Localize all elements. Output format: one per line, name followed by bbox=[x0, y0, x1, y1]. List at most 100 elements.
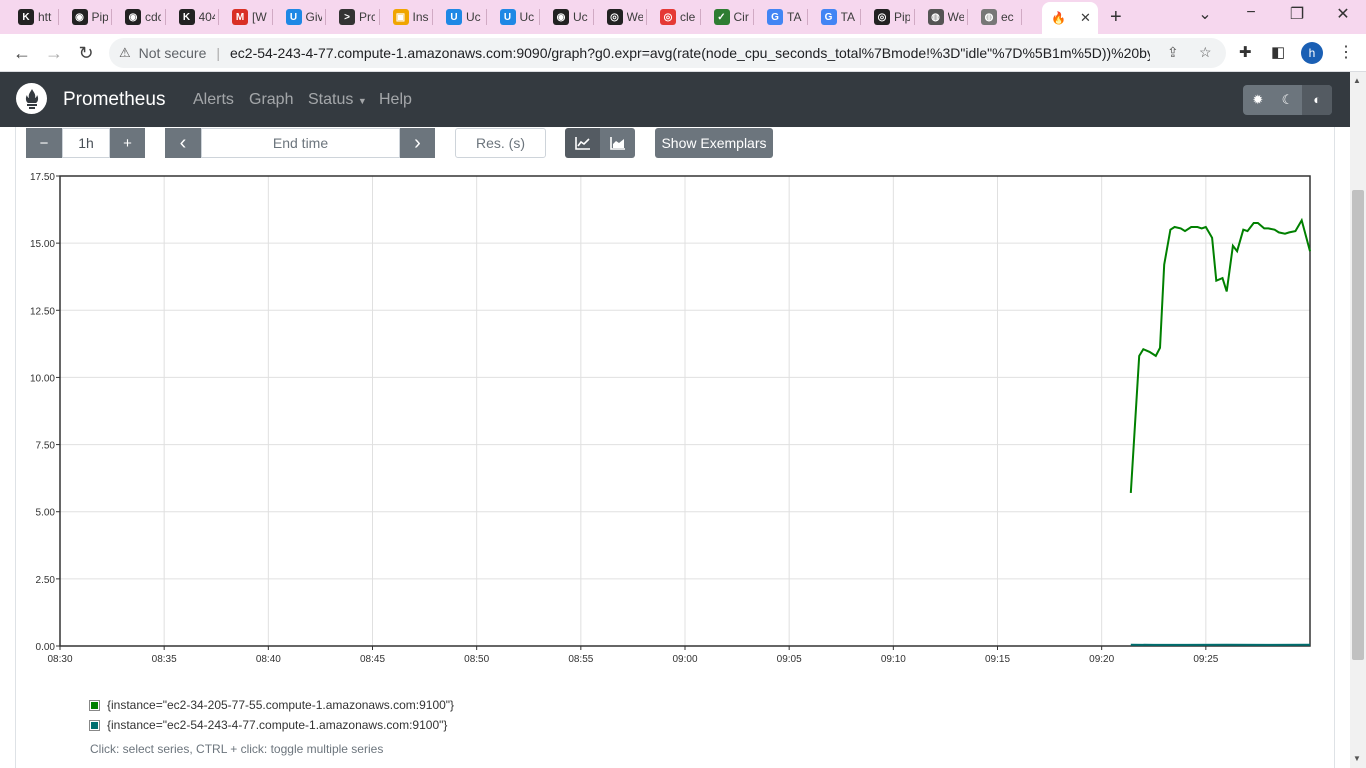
series-line-1 bbox=[1129, 217, 1311, 493]
extensions-puzzle-icon[interactable]: ✚ bbox=[1239, 44, 1252, 61]
browser-tab-active[interactable]: 🔥 ✕ bbox=[1042, 2, 1098, 34]
x-tick-label: 08:45 bbox=[360, 654, 385, 665]
x-tick-label: 08:30 bbox=[47, 654, 72, 665]
graph-chart[interactable]: 0.00 2.50 5.00 7.50 10.00 12.50 15.00 17.50 08:3… bbox=[0, 167, 1330, 667]
brand-title[interactable]: Prometheus bbox=[63, 89, 166, 110]
browser-tab[interactable]: ◍ ec bbox=[972, 3, 1017, 31]
browser-tab[interactable]: K404 bbox=[170, 3, 215, 31]
app-navbar: Prometheus Alerts Graph Status ▼ Help ✹ … bbox=[0, 72, 1350, 127]
nav-help[interactable]: Help bbox=[379, 91, 412, 108]
browser-tab[interactable]: G TA bbox=[758, 3, 803, 31]
range-decrease-button[interactable]: − bbox=[26, 128, 62, 158]
nav-status[interactable]: Status ▼ bbox=[308, 91, 367, 109]
auto-theme-icon[interactable]: ◐ bbox=[1302, 85, 1333, 115]
browser-tab-label: Ins bbox=[412, 10, 429, 24]
minimize-icon[interactable]: − bbox=[1246, 4, 1256, 21]
show-exemplars-button[interactable]: Show Exemplars bbox=[655, 128, 773, 158]
tab-separator bbox=[806, 9, 808, 25]
browser-tab[interactable]: ◎ We bbox=[598, 3, 643, 31]
browser-tab[interactable]: ◉ cdc bbox=[116, 3, 161, 31]
scroll-up-icon[interactable]: ▲ bbox=[1353, 76, 1361, 85]
x-tick-label: 09:05 bbox=[777, 654, 802, 665]
y-tick-label: 10.00 bbox=[30, 373, 55, 384]
back-icon[interactable]: ← bbox=[13, 43, 31, 63]
browser-tab[interactable]: U Uc bbox=[437, 3, 482, 31]
new-tab-button[interactable]: + bbox=[1110, 6, 1122, 28]
circle-icon: ◎ bbox=[606, 9, 623, 25]
browser-tab-label: TA bbox=[787, 10, 802, 24]
x-tick-label: 08:40 bbox=[256, 654, 281, 665]
url-text[interactable]: ec2-54-243-4-77.compute-1.amazonaws.com:… bbox=[230, 45, 1150, 61]
y-tick-label: 17.50 bbox=[30, 172, 55, 183]
browser-tab-label: 404 bbox=[198, 10, 215, 24]
dark-theme-icon[interactable]: ☾ bbox=[1281, 92, 1294, 107]
browser-tab[interactable]: > Prc bbox=[330, 3, 375, 31]
browser-tab-label: Cir bbox=[733, 10, 749, 24]
tab-separator bbox=[57, 9, 59, 25]
browser-tab[interactable]: ◉ Pip bbox=[63, 3, 108, 31]
y-tick-label: 2.50 bbox=[36, 575, 56, 586]
browser-tab[interactable]: ✓ Cir bbox=[705, 3, 750, 31]
nav-graph[interactable]: Graph bbox=[249, 91, 294, 108]
browser-tab[interactable]: ◎ cle bbox=[651, 3, 696, 31]
warning-icon[interactable]: ⚠ bbox=[119, 45, 131, 60]
browser-tab[interactable]: M [W bbox=[223, 3, 268, 31]
tab-separator bbox=[753, 9, 754, 25]
close-window-icon[interactable]: ✕ bbox=[1336, 6, 1350, 23]
light-theme-icon[interactable]: ✹ bbox=[1252, 92, 1264, 107]
browser-tab-label: We bbox=[947, 10, 964, 24]
browser-tab-label: cdc bbox=[145, 10, 161, 24]
udemy-icon: U bbox=[499, 9, 516, 25]
area-chart-icon bbox=[609, 137, 625, 150]
tab-search-icon[interactable]: ⌄ bbox=[1198, 6, 1212, 23]
forward-icon[interactable]: → bbox=[45, 43, 63, 63]
address-bar[interactable]: ⚠ Not secure | ec2-54-243-4-77.compute-1… bbox=[109, 38, 1226, 68]
browser-tab-label: htt bbox=[38, 10, 52, 24]
browser-menu-icon[interactable]: ⋮ bbox=[1338, 44, 1354, 61]
stacked-chart-toggle[interactable] bbox=[600, 128, 635, 158]
graph-panel: − 1h + ‹ End time › Res. (s) Show Exempl… bbox=[0, 127, 1350, 768]
nav-alerts[interactable]: Alerts bbox=[193, 91, 234, 108]
legend-item-2[interactable]: {instance="ec2-54-243-4-77.compute-1.ama… bbox=[89, 718, 447, 732]
browser-tab[interactable]: G TA bbox=[812, 3, 857, 31]
legend-label-1: {instance="ec2-34-205-77-55.compute-1.am… bbox=[107, 698, 455, 712]
x-tick-label: 08:55 bbox=[568, 654, 593, 665]
range-input[interactable]: 1h bbox=[62, 128, 110, 158]
scroll-down-icon[interactable]: ▼ bbox=[1353, 754, 1361, 763]
browser-tab-label: Pip bbox=[91, 10, 108, 24]
tab-separator bbox=[378, 9, 380, 25]
browser-tab[interactable]: ◍ We bbox=[919, 3, 964, 31]
scrollbar-thumb[interactable] bbox=[1352, 190, 1364, 660]
reload-icon[interactable]: ↻ bbox=[78, 43, 94, 63]
resolution-input[interactable]: Res. (s) bbox=[455, 128, 546, 158]
browser-tab[interactable]: ◎ Pip bbox=[865, 3, 910, 31]
side-panel-icon[interactable]: ◧ bbox=[1271, 44, 1286, 61]
browser-tab[interactable]: U Uc bbox=[491, 3, 536, 31]
tab-separator bbox=[1020, 9, 1022, 25]
security-label[interactable]: Not secure bbox=[138, 45, 207, 61]
tab-separator bbox=[485, 9, 487, 25]
profile-avatar[interactable]: h bbox=[1301, 42, 1323, 64]
browser-tab[interactable]: ◉ Uc bbox=[544, 3, 589, 31]
prometheus-logo-icon[interactable] bbox=[16, 83, 47, 114]
share-icon[interactable]: ⇪ bbox=[1167, 44, 1179, 60]
range-increase-button[interactable]: + bbox=[110, 128, 145, 158]
end-time-back-button[interactable]: ‹ bbox=[165, 128, 201, 158]
legend-item-1[interactable]: {instance="ec2-34-205-77-55.compute-1.am… bbox=[89, 698, 455, 712]
page-scrollbar[interactable]: ▲ ▼ bbox=[1350, 72, 1366, 768]
close-tab-icon[interactable]: ✕ bbox=[1079, 10, 1091, 25]
bookmark-star-icon[interactable]: ☆ bbox=[1199, 44, 1212, 60]
circle-icon: ◎ bbox=[874, 9, 890, 25]
end-time-forward-button[interactable]: › bbox=[400, 128, 435, 158]
y-tick-label: 7.50 bbox=[36, 441, 56, 452]
end-time-input[interactable]: End time bbox=[201, 128, 400, 158]
github-icon: ◉ bbox=[125, 9, 141, 25]
maximize-icon[interactable]: ❐ bbox=[1289, 6, 1305, 23]
browser-tab[interactable]: ▣ Ins bbox=[384, 3, 429, 31]
x-tick-label: 09:20 bbox=[1089, 654, 1114, 665]
browser-tab[interactable]: U Giv bbox=[277, 3, 322, 31]
x-tick-label: 09:25 bbox=[1193, 654, 1218, 665]
line-chart-toggle[interactable] bbox=[565, 128, 600, 158]
terminal-icon: > bbox=[339, 9, 355, 25]
